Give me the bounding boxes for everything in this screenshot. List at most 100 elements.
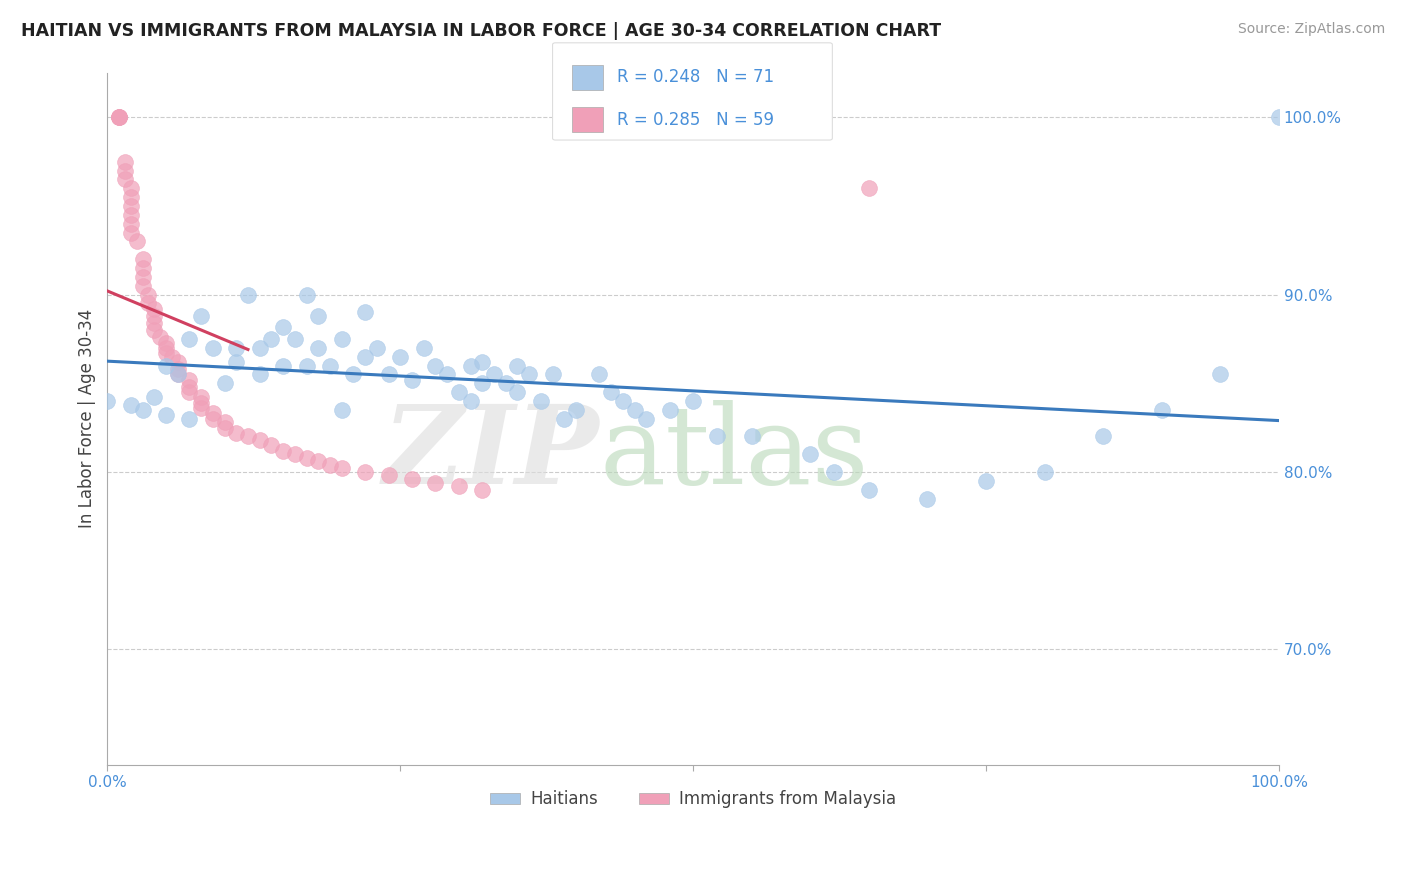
Point <box>190 401 212 416</box>
Point <box>214 376 236 391</box>
Point <box>858 483 880 497</box>
Point <box>471 376 494 391</box>
Point <box>249 368 271 382</box>
Point <box>143 323 166 337</box>
Point <box>138 287 160 301</box>
Point <box>131 260 153 275</box>
Point <box>682 394 704 409</box>
Point <box>1092 429 1115 443</box>
Point <box>506 359 529 373</box>
Point <box>114 154 136 169</box>
Point <box>160 350 183 364</box>
Text: ZIP: ZIP <box>382 400 599 507</box>
Point <box>179 373 201 387</box>
Point <box>179 380 201 394</box>
Text: R = 0.248   N = 71: R = 0.248 N = 71 <box>617 69 775 87</box>
Text: HAITIAN VS IMMIGRANTS FROM MALAYSIA IN LABOR FORCE | AGE 30-34 CORRELATION CHART: HAITIAN VS IMMIGRANTS FROM MALAYSIA IN L… <box>21 22 941 40</box>
Point <box>1033 465 1056 479</box>
Point <box>460 359 482 373</box>
Point <box>330 332 353 346</box>
Point <box>155 359 177 373</box>
Point <box>131 278 153 293</box>
Point <box>460 394 482 409</box>
Point <box>295 450 318 465</box>
Point <box>225 341 247 355</box>
Point <box>495 376 517 391</box>
Point <box>541 368 564 382</box>
Point <box>108 111 131 125</box>
Point <box>166 362 188 376</box>
Point <box>201 341 224 355</box>
Point <box>447 385 470 400</box>
Point <box>120 190 142 204</box>
Point <box>190 309 212 323</box>
Point <box>179 385 201 400</box>
Legend: Haitians, Immigrants from Malaysia: Haitians, Immigrants from Malaysia <box>484 784 903 815</box>
Point <box>401 472 423 486</box>
Point <box>214 415 236 429</box>
Point <box>565 403 588 417</box>
Point <box>342 368 364 382</box>
Point <box>143 309 166 323</box>
Point <box>823 465 845 479</box>
Point <box>96 394 118 409</box>
Point <box>482 368 505 382</box>
Point <box>354 350 377 364</box>
Point <box>249 341 271 355</box>
Point <box>447 479 470 493</box>
Point <box>401 373 423 387</box>
Point <box>155 341 177 355</box>
Point <box>155 408 177 422</box>
Point <box>143 391 166 405</box>
Point <box>1268 111 1291 125</box>
Point <box>636 411 658 425</box>
Point <box>307 341 329 355</box>
Text: R = 0.285   N = 59: R = 0.285 N = 59 <box>617 111 775 128</box>
Point <box>138 296 160 310</box>
Point <box>236 429 259 443</box>
Point <box>506 385 529 400</box>
Point <box>623 403 645 417</box>
Point <box>225 425 247 440</box>
Point <box>436 368 458 382</box>
Point <box>471 355 494 369</box>
Point <box>612 394 634 409</box>
Point <box>588 368 610 382</box>
Point <box>201 406 224 420</box>
Point <box>225 355 247 369</box>
Point <box>658 403 681 417</box>
Point <box>143 316 166 330</box>
Point <box>179 332 201 346</box>
Point <box>799 447 821 461</box>
Point <box>108 111 131 125</box>
Point <box>108 111 131 125</box>
Point <box>307 309 329 323</box>
Point <box>706 429 728 443</box>
Point <box>553 411 575 425</box>
Y-axis label: In Labor Force | Age 30-34: In Labor Force | Age 30-34 <box>79 310 96 528</box>
Point <box>319 359 342 373</box>
Point <box>271 443 294 458</box>
Point <box>366 341 388 355</box>
Point <box>389 350 412 364</box>
Point <box>201 411 224 425</box>
Point <box>131 403 153 417</box>
Point <box>166 368 188 382</box>
Point <box>155 346 177 360</box>
Point <box>131 252 153 267</box>
Point <box>330 403 353 417</box>
Point <box>271 319 294 334</box>
Point <box>471 483 494 497</box>
Point <box>295 287 318 301</box>
Point <box>377 368 399 382</box>
Point <box>149 330 172 344</box>
Point <box>166 355 188 369</box>
Point <box>125 235 148 249</box>
Point <box>120 217 142 231</box>
Point <box>236 287 259 301</box>
Point <box>517 368 540 382</box>
Point <box>143 301 166 316</box>
Point <box>120 208 142 222</box>
Point <box>600 385 623 400</box>
Point <box>120 181 142 195</box>
